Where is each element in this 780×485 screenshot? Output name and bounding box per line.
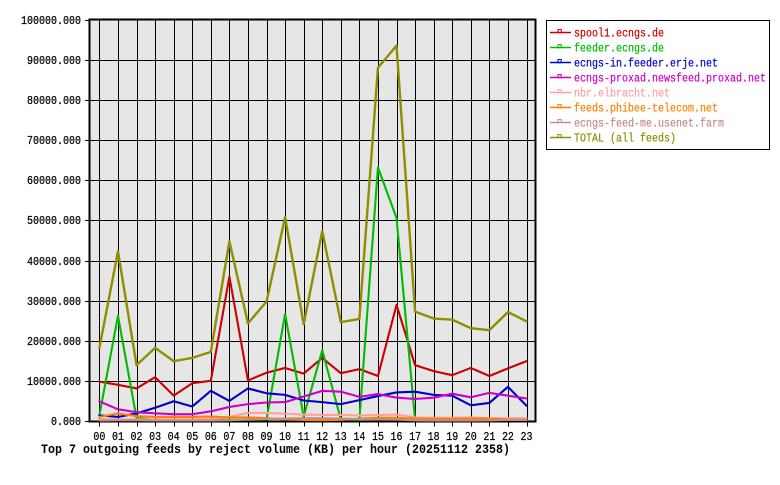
svg-text:05: 05 bbox=[186, 430, 198, 444]
svg-text:17: 17 bbox=[409, 430, 421, 444]
svg-text:06: 06 bbox=[205, 430, 217, 444]
svg-text:feeder.ecngs.de: feeder.ecngs.de bbox=[574, 42, 664, 56]
svg-text:ecngs-in.feeder.erje.net: ecngs-in.feeder.erje.net bbox=[574, 57, 718, 71]
svg-text:11: 11 bbox=[298, 430, 310, 444]
svg-text:09: 09 bbox=[261, 430, 273, 444]
svg-text:08: 08 bbox=[242, 430, 254, 444]
svg-text:ecngs-feed-me.usenet.farm: ecngs-feed-me.usenet.farm bbox=[574, 117, 724, 131]
svg-text:00: 00 bbox=[93, 430, 105, 444]
svg-text:15: 15 bbox=[372, 430, 384, 444]
svg-text:04: 04 bbox=[168, 430, 180, 444]
svg-text:03: 03 bbox=[149, 430, 161, 444]
svg-text:70000.000: 70000.000 bbox=[27, 134, 81, 148]
svg-text:19: 19 bbox=[446, 430, 458, 444]
svg-text:0.000: 0.000 bbox=[51, 415, 81, 429]
svg-text:20000.000: 20000.000 bbox=[27, 335, 81, 349]
svg-text:feeds.phibee-telecom.net: feeds.phibee-telecom.net bbox=[574, 102, 718, 116]
svg-text:Top 7 outgoing feeds by reject: Top 7 outgoing feeds by reject volume (K… bbox=[41, 443, 510, 457]
svg-text:14: 14 bbox=[353, 430, 365, 444]
svg-text:50000.000: 50000.000 bbox=[27, 214, 81, 228]
svg-text:23: 23 bbox=[521, 430, 533, 444]
svg-text:60000.000: 60000.000 bbox=[27, 174, 81, 188]
svg-text:40000.000: 40000.000 bbox=[27, 255, 81, 269]
svg-text:100000.000: 100000.000 bbox=[21, 14, 81, 28]
svg-text:nbr.elbracht.net: nbr.elbracht.net bbox=[574, 87, 670, 101]
svg-text:12: 12 bbox=[316, 430, 328, 444]
svg-text:10000.000: 10000.000 bbox=[27, 375, 81, 389]
svg-text:ecngs-proxad.newsfeed.proxad.n: ecngs-proxad.newsfeed.proxad.net bbox=[574, 72, 766, 86]
svg-text:10: 10 bbox=[279, 430, 291, 444]
svg-text:21: 21 bbox=[483, 430, 495, 444]
svg-text:30000.000: 30000.000 bbox=[27, 295, 81, 309]
svg-text:TOTAL (all feeds): TOTAL (all feeds) bbox=[574, 132, 676, 146]
svg-text:spool1.ecngs.de: spool1.ecngs.de bbox=[574, 27, 664, 41]
svg-text:80000.000: 80000.000 bbox=[27, 94, 81, 108]
svg-text:20: 20 bbox=[465, 430, 477, 444]
svg-text:13: 13 bbox=[335, 430, 347, 444]
svg-text:18: 18 bbox=[428, 430, 440, 444]
svg-text:02: 02 bbox=[131, 430, 143, 444]
svg-text:22: 22 bbox=[502, 430, 514, 444]
svg-text:07: 07 bbox=[223, 430, 235, 444]
svg-text:01: 01 bbox=[112, 430, 124, 444]
svg-text:16: 16 bbox=[391, 430, 403, 444]
svg-text:90000.000: 90000.000 bbox=[27, 54, 81, 68]
